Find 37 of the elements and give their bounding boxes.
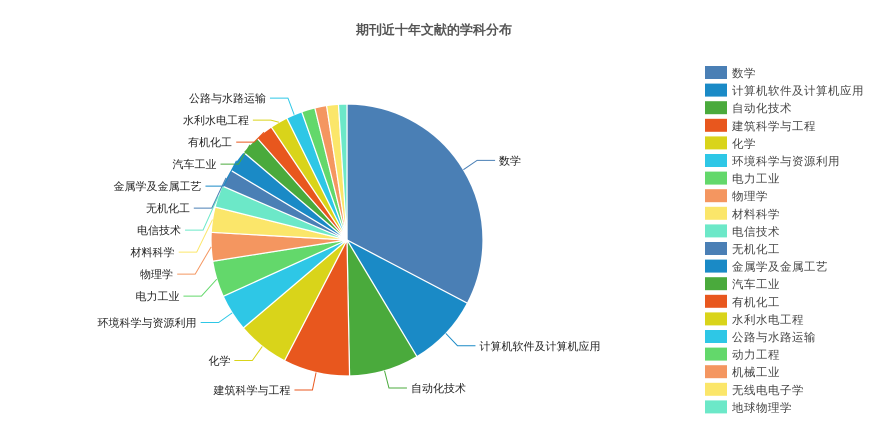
slice-label: 无机化工 [146,202,190,216]
chart-title: 期刊近十年文献的学科分布 [355,22,512,38]
legend-label: 环境科学与资源利用 [732,154,840,168]
legend-label: 自动化技术 [732,101,792,116]
slice-label: 物理学 [140,268,174,282]
legend-label: 物理学 [732,189,768,204]
legend-label: 水利水电工程 [732,312,804,326]
legend-label: 电信技术 [732,224,780,238]
slice-label: 材料科学 [130,246,175,260]
legend-label: 计算机软件及计算机应用 [732,84,864,98]
legend-label: 金属学及金属工艺 [732,260,828,274]
slice-label: 自动化技术 [410,382,466,396]
legend-label: 材料科学 [731,206,780,221]
slice-label: 建筑科学与工程 [212,384,290,397]
slice-label: 金属学及金属工艺 [113,180,202,194]
legend-label: 动力工程 [732,348,780,362]
legend-label: 无线电电子学 [732,382,804,397]
slice-label: 有机化工 [188,136,232,150]
slice-label: 汽车工业 [172,158,217,172]
slice-label: 电力工业 [135,290,180,304]
legend-label: 地球物理学 [731,400,792,414]
legend-label: 数学 [732,66,756,80]
legend-label: 机械工业 [732,365,780,380]
legend-label: 有机化工 [732,294,780,309]
legend-label: 建筑科学与工程 [731,118,816,133]
slice-label: 化学 [208,354,230,368]
slice-label: 电信技术 [137,224,182,238]
slice-label: 公路与水路运输 [188,92,266,106]
slice-label: 计算机软件及计算机应用 [479,340,600,353]
legend-label: 电力工业 [732,172,780,186]
legend-label: 汽车工业 [732,277,780,292]
legend-label: 公路与水路运输 [732,330,816,344]
legend-label: 无机化工 [732,242,780,256]
slice-label: 水利水电工程 [182,114,249,128]
slice-label: 环境科学与资源利用 [98,316,197,330]
slice-label: 数学 [499,154,522,168]
legend-label: 化学 [732,136,756,150]
